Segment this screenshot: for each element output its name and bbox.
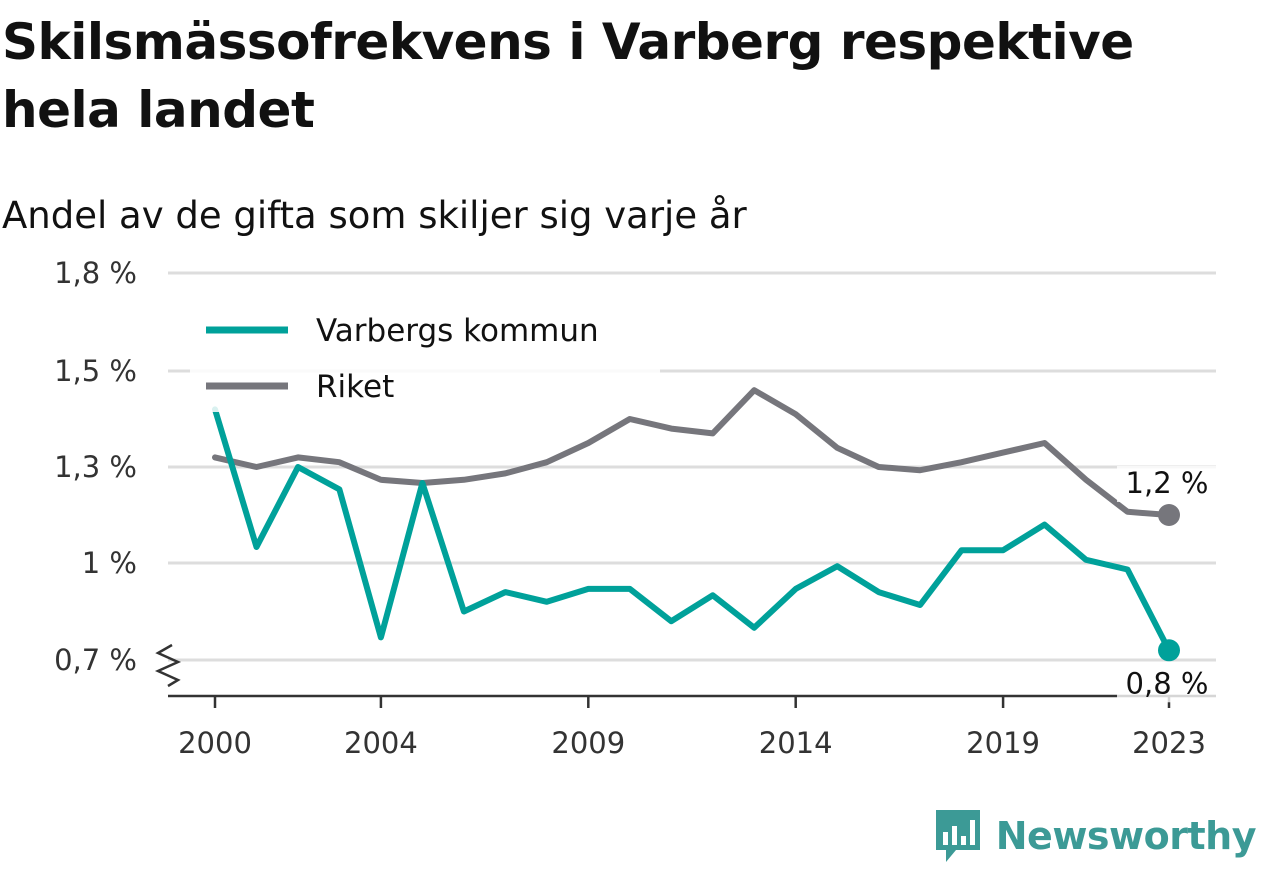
x-tick-label: 2019 bbox=[966, 726, 1040, 760]
x-axis: 2000 2004 2009 2014 2019 2023 bbox=[168, 694, 1216, 760]
y-tick-label: 1,5 % bbox=[54, 354, 137, 388]
series-line-riket bbox=[212, 387, 1172, 518]
y-tick-label: 1,8 % bbox=[54, 256, 137, 290]
brand-name: Newsworthy bbox=[995, 814, 1257, 858]
newsworthy-logo: Newsworthy bbox=[934, 801, 1257, 871]
end-label: 1,2 % bbox=[1126, 466, 1209, 500]
x-tick-label: 2000 bbox=[178, 726, 252, 760]
chart-title: Skilsmässofrekvens i Varberg respektive … bbox=[2, 13, 1134, 139]
y-axis-tick-labels: 0,7 % 1 % 1,3 % 1,5 % 1,8 % bbox=[54, 256, 137, 677]
end-point-marker bbox=[1158, 639, 1180, 662]
legend: Varbergs kommun Riket bbox=[190, 302, 660, 412]
legend-label: Varbergs kommun bbox=[316, 313, 599, 349]
end-point-marker bbox=[1158, 504, 1180, 526]
y-tick-label: 1,3 % bbox=[54, 450, 137, 484]
x-tick-label: 2009 bbox=[551, 726, 625, 760]
series-line-varbergs-kommun bbox=[212, 406, 1172, 654]
x-tick-label: 2004 bbox=[344, 726, 418, 760]
legend-label: Riket bbox=[316, 369, 394, 405]
gridlines bbox=[154, 271, 1216, 688]
bar-chart-icon bbox=[935, 810, 980, 862]
end-label: 0,8 % bbox=[1126, 666, 1209, 700]
end-label-background bbox=[1117, 466, 1217, 502]
end-label-background bbox=[1117, 666, 1217, 703]
legend-background bbox=[190, 302, 660, 412]
x-tick-label: 2023 bbox=[1132, 726, 1206, 760]
x-tick-label: 2014 bbox=[759, 726, 833, 760]
chart-subtitle: Andel av de gifta som skiljer sig varje … bbox=[2, 194, 747, 237]
axis-break-mark bbox=[154, 643, 182, 688]
series-lines bbox=[212, 387, 1180, 662]
y-tick-label: 0,7 % bbox=[54, 643, 137, 677]
end-labels: 0,8 % 1,2 % bbox=[1117, 466, 1217, 703]
y-tick-label: 1 % bbox=[82, 546, 137, 580]
